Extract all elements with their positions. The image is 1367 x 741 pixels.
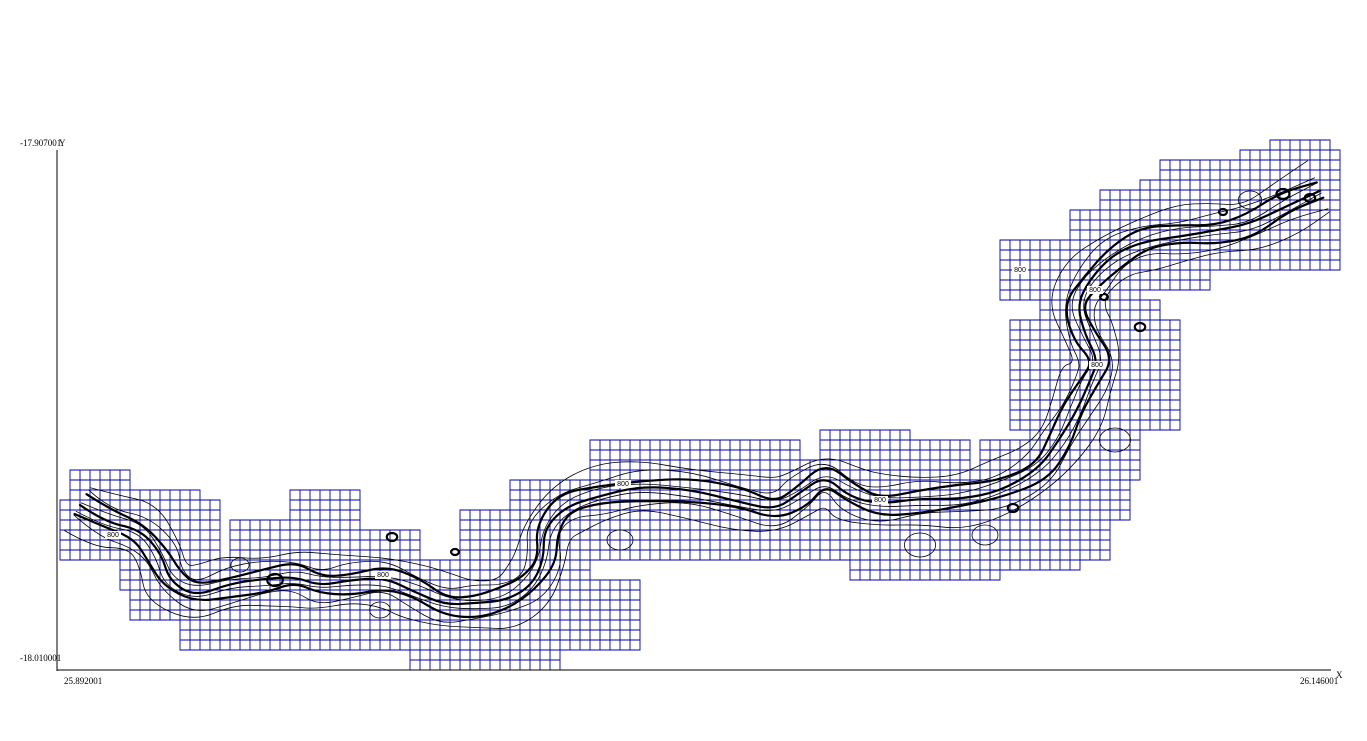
- contour-local-3: [1006, 502, 1020, 514]
- mesh-cells: [59, 139, 1341, 671]
- contour-local-9: [369, 601, 391, 619]
- contour-label-text-2: 800: [617, 481, 629, 488]
- contour-south-1: [80, 182, 1318, 602]
- contour-label-text-0: 800: [107, 532, 119, 539]
- x-tick-right: 26.146001: [1300, 676, 1338, 686]
- mesh-grid: [59, 139, 1341, 671]
- contour-local-0: [266, 572, 284, 588]
- x-tick-left: 25.892001: [64, 676, 102, 686]
- contour-major-centre: [78, 189, 1322, 606]
- contour-label-1: 800: [375, 571, 391, 579]
- contour-local-12: [606, 529, 634, 551]
- contour-label-0: 800: [105, 531, 121, 539]
- contour-local-14: [1237, 190, 1263, 210]
- contour-local-13: [904, 532, 937, 558]
- contour-label-3: 800: [872, 496, 888, 504]
- contour-label-6: 800: [1089, 361, 1105, 369]
- contour-labels: 800 800 800 800 800 800 800: [105, 266, 1105, 579]
- contour-label-text-4: 800: [1014, 267, 1026, 274]
- contour-label-5: 800: [1087, 286, 1103, 294]
- y-tick-top: -17.907001: [20, 138, 61, 148]
- contour-local-15: [230, 557, 250, 573]
- contour-north-3: [64, 211, 1330, 629]
- contour-label-text-5: 800: [1089, 287, 1101, 294]
- contour-local-7: [1217, 207, 1228, 217]
- contour-local-2: [450, 547, 461, 557]
- contour-local-8: [1098, 292, 1109, 302]
- x-axis-label: X: [1336, 670, 1343, 680]
- y-axis-label: Y: [59, 138, 66, 148]
- contour-local-6: [1303, 192, 1317, 204]
- contour-north-1: [75, 192, 1322, 610]
- contour-major-south: [85, 181, 1318, 599]
- contour-label-text-3: 800: [874, 497, 886, 504]
- y-tick-bottom: -18.010001: [20, 653, 61, 663]
- contour-local-4: [1133, 321, 1147, 333]
- contour-label-4: 800: [1012, 266, 1028, 274]
- contour-north-2: [73, 208, 1329, 623]
- contour-local-5: [1275, 187, 1291, 201]
- contour-south-3: [90, 160, 1308, 582]
- contour-south-2: [88, 177, 1316, 589]
- contour-lines: [64, 160, 1330, 629]
- contour-local-1: [385, 531, 399, 543]
- contour-label-2: 800: [615, 480, 631, 488]
- contour-label-text-1: 800: [377, 572, 389, 579]
- contour-label-text-6: 800: [1091, 362, 1103, 369]
- contour-local-11: [1099, 427, 1132, 453]
- contour-local-10: [971, 524, 999, 546]
- contour-major-north: [73, 196, 1325, 619]
